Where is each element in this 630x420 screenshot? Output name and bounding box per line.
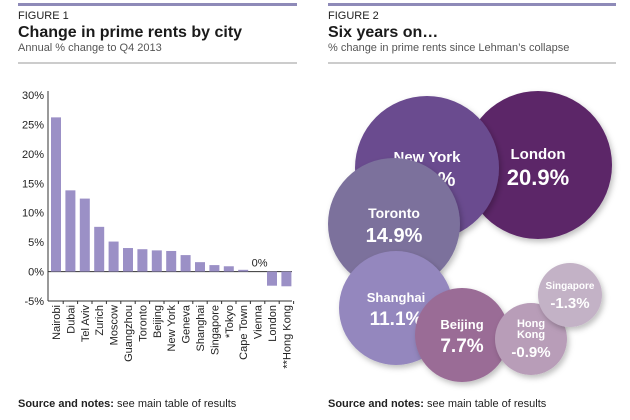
bar-singapore [209,265,220,272]
y-tick-label: 5% [28,237,44,249]
bar-cape-town [238,269,249,272]
bar-dubai [65,190,76,272]
bubble-circle [464,91,612,239]
bubble-value: -1.3% [550,295,589,312]
x-tick-label: Tel Aviv [80,305,92,343]
bubble-value: 7.7% [440,336,483,357]
y-tick-label: -5% [24,296,44,308]
chart-title: Six years on… [328,24,438,41]
bubble-value: 20.9% [507,165,569,190]
bubble-name: Beijing [440,317,483,332]
bubble-london: London 20.9% [464,91,612,239]
bar-tokyo [223,266,234,272]
y-tick-label: 10% [22,208,44,220]
chart-subtitle: % change in prime rents since Lehman’s c… [328,42,569,54]
bar-moscow [108,241,119,272]
source-note: Source and notes: see main table of resu… [328,398,547,410]
source-label: Source and notes: [328,398,424,410]
x-tick-label: Geneva [181,304,193,343]
bubble-name: Toronto [368,205,420,221]
source-text: see main table of results [114,398,237,410]
accent-bar [18,3,297,6]
bubble-toronto: Toronto 14.9% [328,158,460,290]
chart-subtitle: Annual % change to Q4 2013 [18,42,162,54]
bar-nairobi [51,117,61,272]
x-tick-label: New York [166,305,178,352]
x-tick-label: Toronto [137,305,149,342]
figure-label: FIGURE 2 [328,10,379,22]
bubble-circle [415,288,509,382]
chart-title: Change in prime rents by city [18,24,242,41]
bubble-hong-kong: Hong Kong -0.9% [495,303,567,375]
source-note: Source and notes: see main table of resu… [18,398,237,410]
bar-toronto [137,249,148,272]
bubble-circle [495,303,567,375]
figure-label: FIGURE 1 [18,10,69,22]
source-label: Source and notes: [18,398,114,410]
y-tick-label: 15% [22,178,44,190]
bubble-singapore: Singapore -1.3% [538,263,602,327]
x-tick-label: Vienna [253,304,265,339]
x-tick-label: Guangzhou [123,305,135,362]
x-tick-label: London [267,305,279,342]
bubble-name: Shanghai [367,290,426,305]
x-tick-label: Zurich [94,305,106,336]
x-tick-label: *Tokyo [224,305,236,338]
bar-new-york [166,250,177,272]
y-tick-label: 25% [22,119,44,131]
bar-shanghai [195,262,205,272]
bubble-circle [328,158,460,290]
bubble-name: Singapore [546,281,595,292]
figure-2-header: FIGURE 2 Six years on… % change in prime… [328,3,616,64]
bar-zurich [94,226,105,272]
bar-beijing [151,250,162,272]
y-tick-label: 20% [22,149,44,161]
bubble-name: London [511,146,566,163]
x-tick-label: **Hong Kong [281,305,293,369]
bar-chart: 30% 25% 20% 15% 10% 5% 0% -5% Nairobi Dubai Tel Av… [22,90,295,369]
bubble-value: -0.9% [511,344,550,361]
figure-1-header: FIGURE 1 Change in prime rents by city A… [18,3,297,64]
y-tick-label: 30% [22,90,44,102]
bubble-beijing: Beijing 7.7% [415,288,509,382]
accent-bar [328,3,616,6]
bar-guangzhou [123,248,133,272]
source-text: see main table of results [424,398,547,410]
x-tick-label: Moscow [109,305,121,345]
x-tick-label: Cape Town [238,305,250,360]
x-tick-label: Beijing [152,305,164,338]
y-tick-label: 0% [28,267,44,279]
bar-hong-kong [281,271,292,287]
bar-tel-aviv [79,198,90,272]
x-tick-label: Singapore [209,305,221,355]
bubble-value: 11.1% [370,309,423,330]
x-tick-label: Dubai [65,305,77,334]
bar-geneva [180,255,191,272]
bubble-circle [538,263,602,327]
data-label: 0% [252,258,268,270]
bubble-name: Hong Kong [517,318,545,341]
x-tick-label: Shanghai [195,305,207,352]
x-tick-label: Nairobi [51,305,63,340]
bar-london [267,271,277,286]
bubble-value: 14.9% [366,225,423,247]
